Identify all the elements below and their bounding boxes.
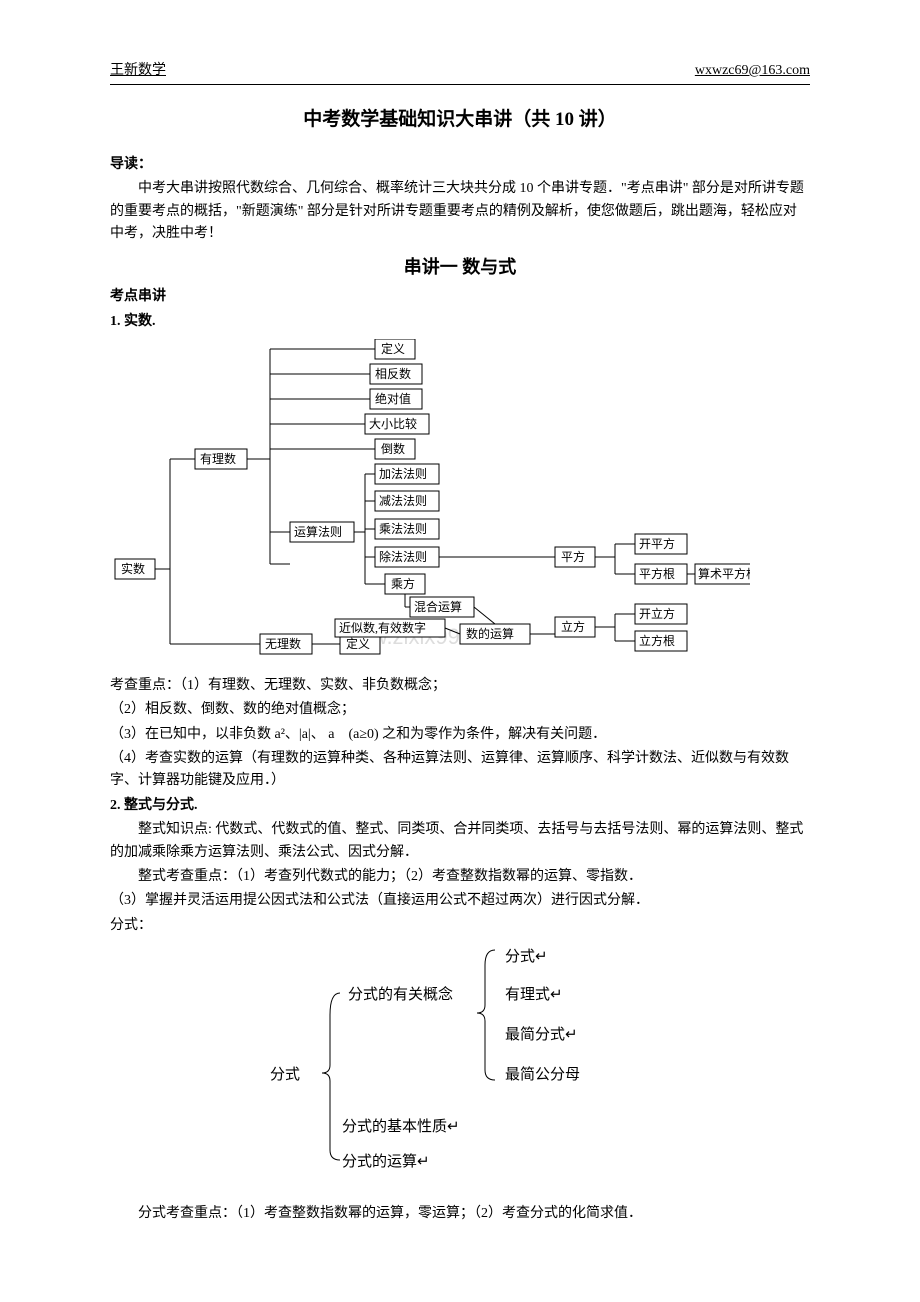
svg-text:无理数: 无理数 <box>265 636 301 651</box>
svg-text:立方: 立方 <box>561 619 585 634</box>
sec1-p4: （4）考查实数的运算（有理数的运算种类、各种运算法则、运算律、运算顺序、科学计数… <box>110 748 810 793</box>
svg-text:乘法法则: 乘法法则 <box>379 522 427 536</box>
intro-body: 中考大串讲按照代数综合、几何综合、概率统计三大块共分成 10 个串讲专题．"考点… <box>110 178 810 245</box>
svg-text:数的运算: 数的运算 <box>466 626 514 641</box>
svg-text:开平方: 开平方 <box>639 536 675 551</box>
sec2-heading: 2. 整式与分式. <box>110 795 810 817</box>
sec1-p2: （2）相反数、倒数、数的绝对值概念； <box>110 699 810 721</box>
header-divider <box>110 84 810 85</box>
brace-mid2: 分式的基本性质↵ <box>342 1115 460 1139</box>
brace-root: 分式 <box>270 1063 300 1087</box>
svg-text:开立方: 开立方 <box>639 606 675 621</box>
svg-text:运算法则: 运算法则 <box>294 524 342 539</box>
svg-text:有理数: 有理数 <box>200 451 236 466</box>
svg-text:绝对值: 绝对值 <box>375 391 411 406</box>
sec1-p1: 考查重点：（1）有理数、无理数、实数、非负数概念； <box>110 675 810 697</box>
header-right: wxwzc69@163.com <box>695 60 810 82</box>
subtitle: 串讲一 数与式 <box>110 253 810 282</box>
brace-leaf1: 分式↵ <box>505 945 548 969</box>
svg-text:加法法则: 加法法则 <box>379 467 427 481</box>
svg-text:实数: 实数 <box>121 561 145 576</box>
svg-text:立方根: 立方根 <box>639 633 675 648</box>
brace-leaf2: 有理式↵ <box>505 983 563 1007</box>
fenshi-brace-diagram: 分式 分式的有关概念 分式的基本性质↵ 分式的运算↵ 分式↵ 有理式↵ 最简分式… <box>270 945 690 1195</box>
svg-text:混合运算: 混合运算 <box>414 599 462 614</box>
sec2-b3: （3）掌握并灵活运用提公因式法和公式法（直接运用公式不超过两次）进行因式分解． <box>110 890 810 912</box>
header-left: 王新数学 <box>110 60 166 82</box>
svg-text:除法法则: 除法法则 <box>379 549 427 564</box>
svg-text:近似数,有效数字: 近似数,有效数字 <box>339 620 426 635</box>
sec1-heading: 1. 实数. <box>110 311 810 333</box>
svg-text:定义: 定义 <box>346 636 370 651</box>
kaodian-heading: 考点串讲 <box>110 286 810 308</box>
svg-text:大小比较: 大小比较 <box>369 416 417 431</box>
svg-text:平方: 平方 <box>561 549 585 564</box>
brace-mid3: 分式的运算↵ <box>342 1150 430 1174</box>
svg-text:定义: 定义 <box>381 341 405 356</box>
sec2-b2: 整式考查重点：（1）考查列代数式的能力；（2）考查整数指数幂的运算、零指数． <box>110 866 810 888</box>
brace-leaf3: 最简分式↵ <box>505 1023 578 1047</box>
sec2-b1: 整式知识点: 代数式、代数式的值、整式、同类项、合并同类项、去括号与去括号法则、… <box>110 819 810 864</box>
svg-text:相反数: 相反数 <box>375 366 411 381</box>
shishu-diagram: www.zlxix99.com 实数 有理数 无理数 定义 <box>110 339 730 669</box>
sec2-b4: 分式： <box>110 915 810 937</box>
svg-text:减法法则: 减法法则 <box>379 494 427 508</box>
svg-text:算术平方根: 算术平方根 <box>698 566 750 581</box>
brace-leaf4: 最简公分母 <box>505 1063 580 1087</box>
svg-text:平方根: 平方根 <box>639 566 675 581</box>
svg-text:倒数: 倒数 <box>381 441 405 456</box>
sec1-p3: （3）在已知中，以非负数 a²、|a|、 a (a≥0) 之和为零作为条件，解决… <box>110 724 810 746</box>
intro-heading: 导读： <box>110 154 810 176</box>
page-title: 中考数学基础知识大串讲（共 10 讲） <box>110 105 810 135</box>
sec2-tail: 分式考查重点：（1）考查整数指数幂的运算，零运算；（2）考查分式的化简求值． <box>110 1203 810 1225</box>
svg-text:乘方: 乘方 <box>391 576 415 591</box>
brace-mid1: 分式的有关概念 <box>348 983 453 1007</box>
